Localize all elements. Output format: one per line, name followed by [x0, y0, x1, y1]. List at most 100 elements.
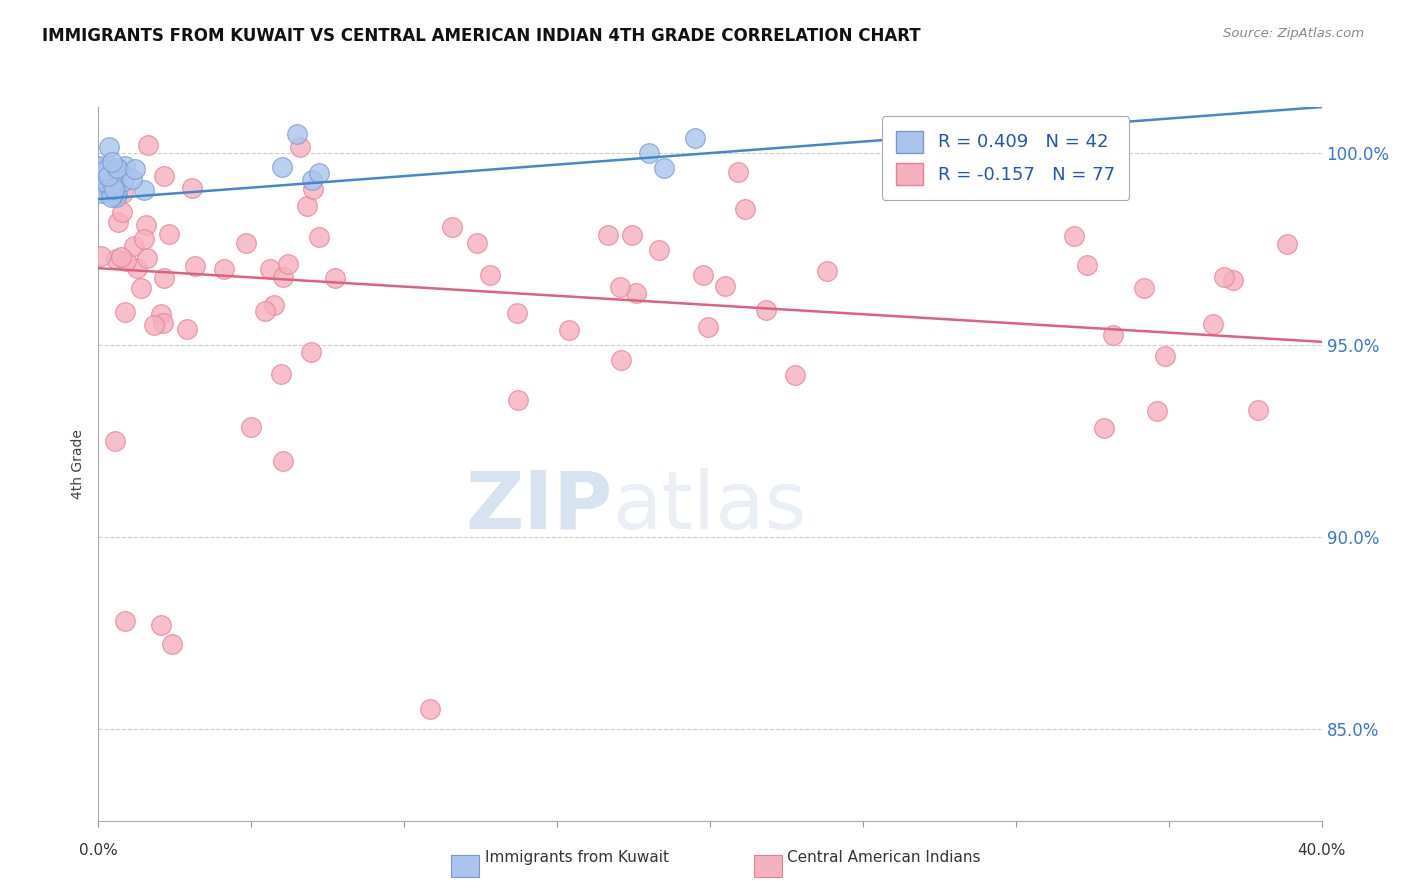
- Point: [285, 127, 308, 141]
- Point: [301, 182, 323, 196]
- Point: [112, 174, 135, 188]
- Point: [596, 228, 619, 243]
- Point: [153, 270, 176, 285]
- Text: Immigrants from Kuwait: Immigrants from Kuwait: [485, 850, 669, 864]
- Point: [89, 160, 111, 174]
- Point: [288, 140, 311, 154]
- Point: [506, 306, 529, 320]
- Point: [683, 131, 706, 145]
- Point: [299, 344, 322, 359]
- Point: [132, 232, 155, 246]
- Point: [270, 367, 292, 381]
- Point: [107, 215, 129, 229]
- Point: [114, 614, 136, 628]
- Point: [149, 618, 172, 632]
- Point: [104, 252, 127, 267]
- Y-axis label: 4th Grade: 4th Grade: [72, 429, 86, 499]
- Point: [110, 250, 132, 264]
- Text: atlas: atlas: [612, 467, 807, 546]
- Point: [259, 261, 281, 276]
- Point: [308, 166, 330, 180]
- Point: [783, 368, 806, 382]
- Text: Central American Indians: Central American Indians: [787, 850, 981, 864]
- Point: [1246, 403, 1268, 417]
- Point: [152, 316, 174, 330]
- Point: [755, 302, 778, 317]
- Point: [637, 146, 661, 161]
- Point: [692, 268, 714, 283]
- Point: [308, 230, 330, 244]
- Point: [323, 270, 346, 285]
- Point: [96, 184, 118, 198]
- Point: [112, 186, 135, 200]
- Point: [97, 179, 120, 194]
- Point: [127, 260, 149, 275]
- Point: [652, 161, 675, 175]
- Point: [105, 186, 128, 201]
- Point: [96, 178, 118, 193]
- Point: [440, 220, 463, 235]
- Point: [103, 161, 125, 176]
- Point: [160, 637, 183, 651]
- Point: [157, 227, 180, 242]
- Point: [1212, 269, 1234, 284]
- Point: [1222, 273, 1244, 287]
- Point: [1102, 327, 1125, 342]
- Point: [91, 186, 114, 200]
- Point: [101, 155, 124, 169]
- Text: Source: ZipAtlas.com: Source: ZipAtlas.com: [1223, 27, 1364, 40]
- Point: [815, 263, 838, 277]
- Point: [129, 281, 152, 295]
- Point: [153, 169, 176, 183]
- Point: [101, 187, 124, 202]
- Point: [277, 257, 299, 271]
- Point: [91, 162, 114, 177]
- Point: [609, 280, 631, 294]
- Point: [150, 307, 173, 321]
- Legend: R = 0.409   N = 42, R = -0.157   N = 77: R = 0.409 N = 42, R = -0.157 N = 77: [882, 116, 1129, 200]
- Point: [104, 175, 127, 189]
- Point: [419, 702, 441, 716]
- Point: [103, 434, 125, 448]
- Point: [1076, 258, 1098, 272]
- Point: [263, 298, 285, 312]
- Point: [89, 159, 111, 173]
- Point: [93, 183, 115, 197]
- Point: [180, 181, 202, 195]
- Point: [122, 239, 145, 253]
- Point: [111, 204, 134, 219]
- Point: [184, 260, 207, 274]
- Point: [467, 236, 489, 251]
- Point: [1154, 350, 1177, 364]
- Point: [124, 161, 146, 176]
- Point: [114, 305, 136, 319]
- Text: ZIP: ZIP: [465, 467, 612, 546]
- Point: [89, 164, 111, 178]
- Point: [135, 251, 157, 265]
- Point: [90, 249, 112, 263]
- Point: [734, 202, 756, 216]
- Point: [94, 175, 117, 189]
- Point: [100, 189, 122, 203]
- Point: [121, 172, 143, 186]
- Point: [239, 420, 262, 434]
- Point: [100, 177, 122, 191]
- Point: [114, 159, 136, 173]
- Point: [97, 159, 120, 173]
- Point: [558, 323, 581, 337]
- Point: [271, 453, 294, 467]
- Point: [114, 253, 136, 268]
- Point: [103, 182, 125, 196]
- Point: [136, 138, 159, 153]
- Point: [610, 353, 633, 368]
- Point: [506, 392, 529, 407]
- Point: [214, 261, 236, 276]
- Point: [620, 227, 643, 242]
- Point: [94, 171, 117, 186]
- Point: [96, 163, 118, 178]
- Point: [105, 161, 128, 175]
- Point: [134, 218, 156, 232]
- Point: [235, 236, 257, 251]
- Point: [94, 163, 117, 178]
- Point: [90, 166, 112, 180]
